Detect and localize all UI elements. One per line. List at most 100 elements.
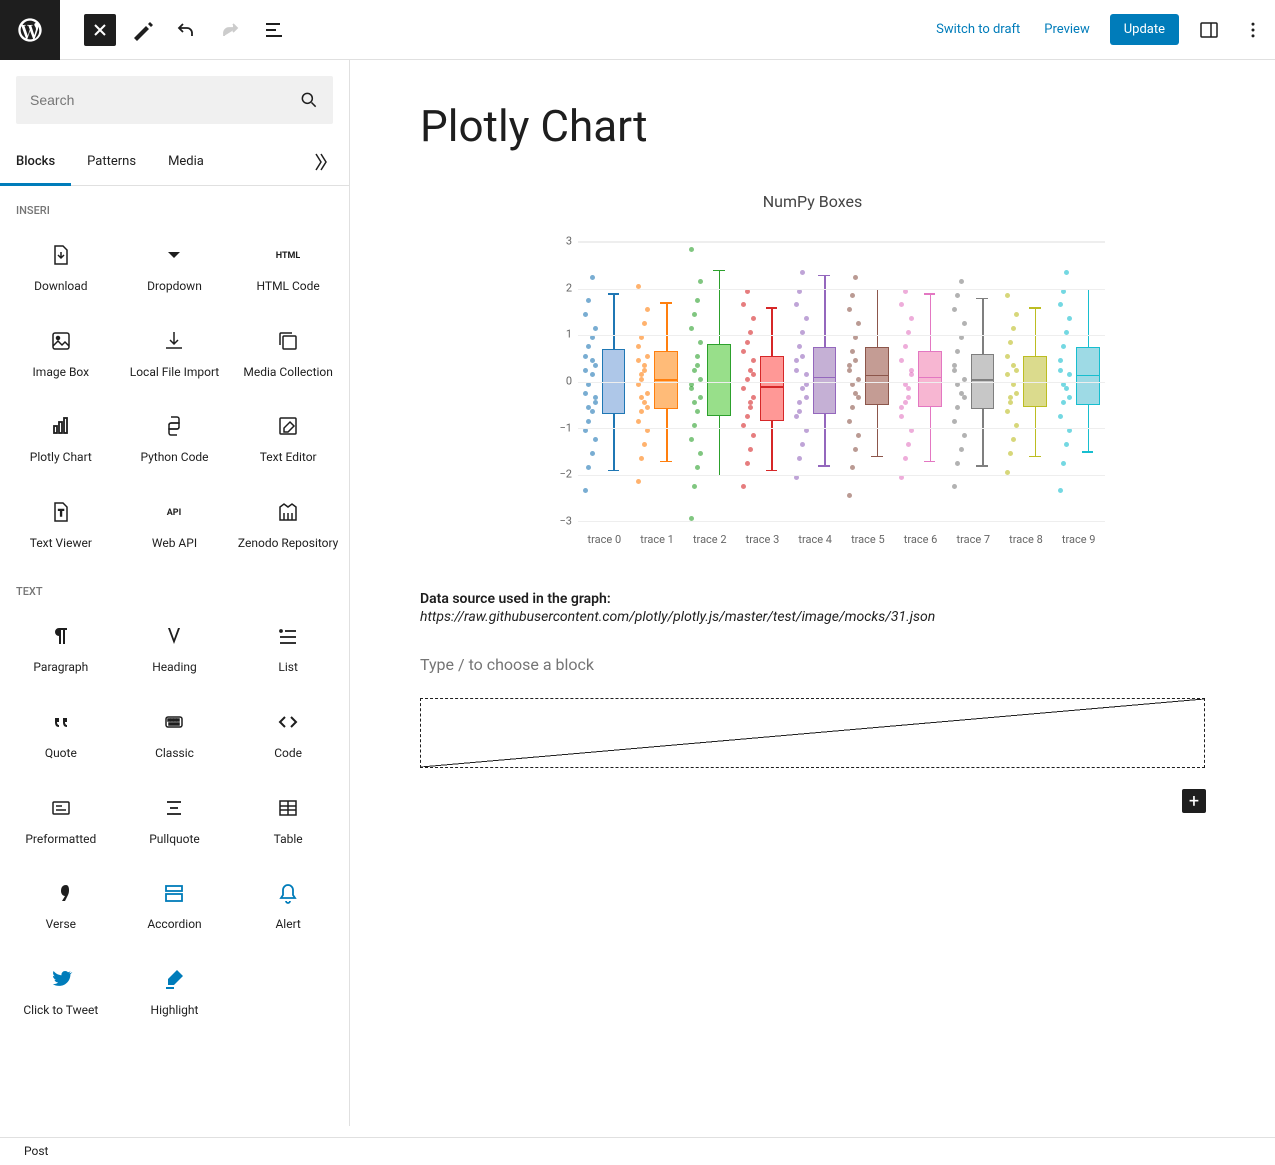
- patterns-explorer-icon[interactable]: [309, 150, 333, 178]
- document-outline-button[interactable]: [256, 12, 292, 48]
- block-label: Heading: [152, 660, 197, 676]
- y-tick: −2: [560, 468, 572, 481]
- python-icon: [162, 412, 186, 440]
- plotly-chart-block[interactable]: NumPy Boxes 3210−1−2−3 trace 0trace 1tra…: [520, 192, 1105, 551]
- block-label: Pullquote: [149, 832, 200, 848]
- block-preformatted[interactable]: Preformatted: [4, 778, 118, 864]
- block-label: Paragraph: [33, 660, 88, 676]
- block-label: Alert: [275, 917, 300, 933]
- block-highlight[interactable]: Highlight: [118, 949, 232, 1035]
- imagebox-icon: [49, 327, 73, 355]
- close-inserter-button[interactable]: [84, 14, 116, 46]
- block-label: Text Viewer: [30, 536, 92, 552]
- block-label: Preformatted: [25, 832, 96, 848]
- add-block-button[interactable]: +: [1182, 789, 1206, 813]
- block-label: Local File Import: [130, 365, 219, 381]
- block-label: Web API: [152, 536, 197, 552]
- settings-sidebar-toggle[interactable]: [1191, 12, 1227, 48]
- block-html-code[interactable]: HTMLHTML Code: [231, 225, 345, 311]
- tab-patterns[interactable]: Patterns: [71, 140, 152, 185]
- block-table[interactable]: Table: [231, 778, 345, 864]
- options-button[interactable]: [1235, 12, 1271, 48]
- block-label: Image Box: [33, 365, 90, 381]
- chart-x-axis: trace 0trace 1trace 2trace 3trace 4trace…: [578, 527, 1105, 551]
- section-label: INSERI: [0, 186, 349, 225]
- block-label: Download: [34, 279, 87, 295]
- block-web-api[interactable]: API Web API: [118, 482, 232, 568]
- block-image-box[interactable]: Image Box: [4, 311, 118, 397]
- block-code[interactable]: Code: [231, 692, 345, 778]
- textviewer-icon: T: [49, 498, 73, 526]
- webapi-icon: API: [162, 498, 186, 526]
- svg-text:HTML: HTML: [276, 251, 300, 261]
- preformatted-icon: [49, 794, 73, 822]
- wordpress-logo[interactable]: [0, 0, 60, 60]
- block-media-collection[interactable]: Media Collection: [231, 311, 345, 397]
- x-tick: trace 1: [631, 527, 684, 551]
- block-label: Python Code: [140, 450, 208, 466]
- block-dropdown[interactable]: Dropdown: [118, 225, 232, 311]
- fileimport-icon: [162, 327, 186, 355]
- quote-icon: [49, 708, 73, 736]
- block-local-file-import[interactable]: Local File Import: [118, 311, 232, 397]
- switch-to-draft-link[interactable]: Switch to draft: [924, 22, 1032, 37]
- block-zenodo-repository[interactable]: Zenodo Repository: [231, 482, 345, 568]
- preview-link[interactable]: Preview: [1032, 22, 1101, 37]
- x-tick: trace 6: [894, 527, 947, 551]
- block-quote[interactable]: Quote: [4, 692, 118, 778]
- block-placeholder[interactable]: Type / to choose a block: [420, 655, 1205, 674]
- pullquote-icon: [162, 794, 186, 822]
- toolbar: Switch to draft Preview Update: [0, 0, 1275, 60]
- download-icon: [49, 241, 73, 269]
- block-click-to-tweet[interactable]: Click to Tweet: [4, 949, 118, 1035]
- block-classic[interactable]: Classic: [118, 692, 232, 778]
- update-button[interactable]: Update: [1110, 14, 1179, 45]
- x-tick: trace 2: [683, 527, 736, 551]
- redo-button[interactable]: [212, 12, 248, 48]
- alert-icon: [276, 879, 300, 907]
- block-label: Quote: [45, 746, 77, 762]
- heading-icon: [162, 622, 186, 650]
- tab-media[interactable]: Media: [152, 140, 220, 185]
- x-tick: trace 8: [1000, 527, 1053, 551]
- chart-y-axis: 3210−1−2−3: [520, 241, 578, 521]
- classic-icon: [162, 708, 186, 736]
- inserter-tabs: BlocksPatternsMedia: [0, 140, 349, 186]
- block-accordion[interactable]: Accordion: [118, 863, 232, 949]
- x-tick: trace 5: [842, 527, 895, 551]
- block-label: Zenodo Repository: [238, 536, 338, 552]
- block-list[interactable]: List: [231, 606, 345, 692]
- y-tick: −1: [560, 421, 572, 434]
- block-text-viewer[interactable]: T Text Viewer: [4, 482, 118, 568]
- empty-block[interactable]: +: [420, 698, 1205, 768]
- tab-blocks[interactable]: Blocks: [0, 140, 71, 186]
- breadcrumb-post[interactable]: Post: [24, 1144, 48, 1158]
- search-input[interactable]: [30, 92, 299, 108]
- table-icon: [276, 794, 300, 822]
- block-alert[interactable]: Alert: [231, 863, 345, 949]
- footer-breadcrumb: Post: [0, 1137, 1275, 1165]
- search-field[interactable]: [16, 76, 333, 124]
- block-download[interactable]: Download: [4, 225, 118, 311]
- editor-canvas: Plotly Chart NumPy Boxes 3210−1−2−3 trac…: [350, 60, 1275, 1126]
- block-heading[interactable]: Heading: [118, 606, 232, 692]
- block-label: Media Collection: [243, 365, 332, 381]
- tools-button[interactable]: [124, 12, 160, 48]
- block-verse[interactable]: Verse: [4, 863, 118, 949]
- block-pullquote[interactable]: Pullquote: [118, 778, 232, 864]
- block-label: Text Editor: [260, 450, 317, 466]
- undo-button[interactable]: [168, 12, 204, 48]
- svg-text:API: API: [167, 508, 181, 518]
- block-paragraph[interactable]: Paragraph: [4, 606, 118, 692]
- section-label: TEXT: [0, 567, 349, 606]
- block-python-code[interactable]: Python Code: [118, 396, 232, 482]
- chart-title: NumPy Boxes: [520, 192, 1105, 211]
- block-label: List: [278, 660, 298, 676]
- y-tick: −3: [560, 515, 572, 528]
- page-title[interactable]: Plotly Chart: [420, 100, 1205, 152]
- block-text-editor[interactable]: Text Editor: [231, 396, 345, 482]
- x-tick: trace 7: [947, 527, 1000, 551]
- dropdown-icon: [162, 241, 186, 269]
- html-icon: HTML: [276, 241, 300, 269]
- block-plotly-chart[interactable]: Plotly Chart: [4, 396, 118, 482]
